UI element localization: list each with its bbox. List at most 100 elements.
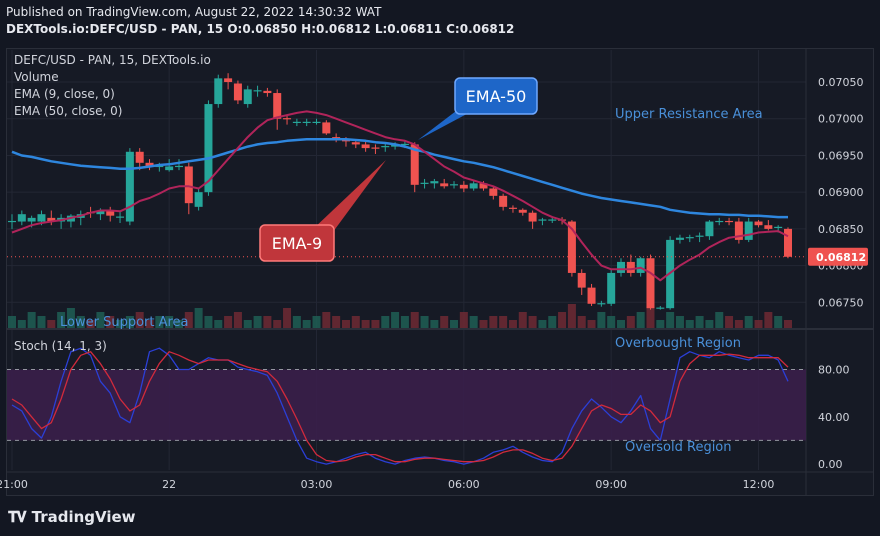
volume-bar — [302, 320, 311, 328]
volume-bar — [577, 316, 586, 328]
tradingview-logo-icon: 𝐓𝐕 — [8, 508, 27, 526]
time-tick-label: 06:00 — [448, 478, 480, 491]
volume-bar — [17, 320, 26, 328]
legend-ema50: EMA (50, close, 0) — [14, 104, 122, 118]
volume-bar — [224, 316, 233, 328]
stoch-band — [7, 369, 806, 441]
volume-bar — [233, 312, 242, 328]
volume-bar — [479, 320, 488, 328]
candle-body — [263, 90, 272, 94]
volume-bar — [489, 316, 498, 328]
candle-body — [204, 104, 213, 193]
volume-bar — [597, 312, 606, 328]
oversold-label: Oversold Region — [625, 440, 732, 455]
candle-body — [646, 258, 655, 309]
volume-bar — [784, 320, 792, 328]
volume-bar — [214, 320, 223, 328]
volume-bar — [675, 316, 684, 328]
candle-body — [184, 166, 193, 204]
volume-bar — [263, 316, 272, 328]
volume-bar — [96, 312, 105, 328]
volume-bar — [292, 316, 301, 328]
overbought-label: Overbought Region — [615, 336, 741, 351]
candle-body — [518, 209, 527, 213]
volume-bar — [734, 320, 743, 328]
volume-bar — [548, 316, 557, 328]
volume-bar — [764, 312, 773, 328]
last-price-label: 0.06812 — [816, 251, 866, 264]
volume-bar — [86, 320, 95, 328]
volume-bar — [351, 316, 360, 328]
ema9-line — [11, 110, 789, 282]
legend-ema9: EMA (9, close, 0) — [14, 87, 115, 101]
volume-bar — [106, 316, 115, 328]
volume-bar — [253, 316, 262, 328]
candle-body — [351, 142, 360, 145]
ema9-callout-box — [259, 224, 335, 262]
tradingview-branding: 𝐓𝐕 TradingView — [8, 508, 136, 526]
volume-bar — [626, 316, 635, 328]
candle-body — [675, 237, 684, 240]
volume-bar — [283, 308, 292, 328]
candle-body — [577, 272, 586, 288]
price-tick-label: 0.06900 — [818, 186, 864, 199]
volume-bar — [125, 316, 134, 328]
ohlc-line: DEXTools.io:DEFC/USD - PAN, 15 O:0.06850… — [6, 22, 515, 36]
volume-bar — [135, 312, 144, 328]
volume-bar — [371, 320, 380, 328]
volume-bar — [381, 316, 390, 328]
ema50-callout-text: EMA-50 — [466, 87, 527, 106]
last-price-badge — [808, 247, 868, 266]
tradingview-brand-text: TradingView — [31, 508, 136, 526]
time-tick-label: 03:00 — [301, 478, 333, 491]
volume-bar — [459, 312, 468, 328]
legend-symbol: DEFC/USD - PAN, 15, DEXTools.io — [14, 53, 211, 67]
candle-body — [47, 217, 56, 222]
ema50-callout-box — [454, 77, 538, 115]
volume-bar — [508, 320, 517, 328]
candle-body — [410, 144, 419, 185]
volume-bar — [145, 320, 154, 328]
candle-body — [106, 210, 115, 216]
volume-bar — [705, 320, 714, 328]
candle-body — [243, 89, 252, 105]
price-tick-label: 0.06950 — [818, 149, 864, 162]
candle-body — [17, 214, 26, 222]
volume-bar — [666, 312, 675, 328]
candle-body — [224, 78, 233, 83]
candle-body — [459, 184, 468, 189]
candle-body — [489, 188, 498, 196]
candle-body — [194, 192, 203, 207]
candle-body — [617, 261, 626, 273]
volume-bar — [273, 320, 282, 328]
upper-resistance-label: Upper Resistance Area — [615, 107, 763, 122]
volume-bar — [587, 320, 596, 328]
legend-volume: Volume — [14, 70, 59, 84]
volume-bar — [469, 316, 478, 328]
legend-stoch: Stoch (14, 1, 3) — [14, 339, 107, 353]
volume-bar — [558, 312, 567, 328]
price-tick-label: 0.06750 — [818, 296, 864, 309]
volume-bar — [391, 312, 400, 328]
candle-body — [322, 122, 331, 134]
publish-header: Published on TradingView.com, August 22,… — [6, 4, 514, 38]
volume-bar — [607, 316, 616, 328]
volume-bar — [754, 320, 763, 328]
volume-bar — [636, 312, 645, 328]
volume-bar — [646, 300, 655, 328]
volume-bar — [450, 320, 459, 328]
candle-body — [705, 221, 714, 237]
volume-bar — [155, 316, 164, 328]
lower-support-label: Lower Support Area — [60, 315, 189, 330]
candle-body — [607, 272, 616, 304]
volume-bar — [341, 320, 350, 328]
volume-bar — [66, 308, 75, 328]
price-tick-label: 0.07050 — [818, 76, 864, 89]
volume-bar — [204, 316, 213, 328]
candle-body — [96, 210, 105, 215]
volume-bar — [518, 312, 527, 328]
stoch-tick-label: 0.00 — [818, 458, 843, 471]
ema50-callout-pointer — [418, 108, 478, 140]
candle-body — [754, 221, 763, 226]
